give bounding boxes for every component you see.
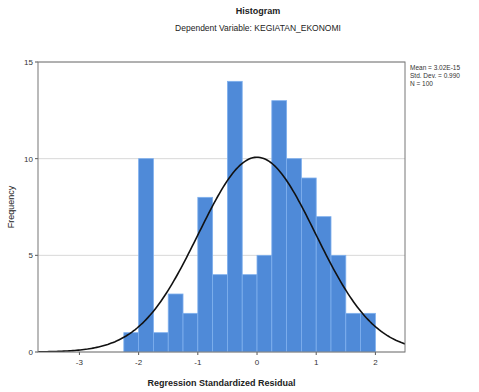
histogram-bar [316,217,331,352]
grid-line [38,255,405,256]
x-tick-label: 1 [314,358,319,367]
grid-line [38,158,405,159]
histogram-bar [242,275,257,352]
x-tick-label: -1 [194,358,202,367]
histogram-bar [287,159,302,352]
y-tick-label: 5 [29,251,34,260]
y-tick-label: 10 [24,155,33,164]
x-tick-label: 0 [255,358,260,367]
histogram-bar [168,294,183,352]
histogram-bar [301,178,316,352]
histogram-bar [257,255,272,352]
chart-subtitle: Dependent Variable: KEGIATAN_EKONOMI [175,23,341,33]
plot-area [38,62,405,352]
x-tick-label: -2 [135,358,143,367]
histogram-bar [139,159,154,352]
stats-label: Std. Dev. = 0.990 [410,72,460,79]
plot-marks [38,81,405,352]
chart-title: Histogram [236,6,281,16]
histogram-bar [272,101,287,352]
y-tick-label: 0 [29,348,34,357]
y-axis-label: Frequency [6,185,16,228]
x-axis-label: Regression Standardized Residual [147,378,295,388]
chart-svg: 0 5 10 15 -3 -2 -1 0 1 2 Histogram Dependent Variab… [0,0,479,392]
histogram-bar [213,275,228,352]
histogram-bar [346,313,361,352]
chart-container: 0 5 10 15 -3 -2 -1 0 1 2 Histogram Dependent Variab… [0,0,479,392]
histogram-bar [183,313,198,352]
plot-frame [38,62,405,352]
stats-label: N = 100 [410,80,433,87]
stats-label: Mean = 3.02E-15 [410,64,460,71]
histogram-bar [227,81,242,352]
x-tick-label: -3 [76,358,84,367]
x-tick-label: 2 [373,358,378,367]
y-tick-label: 15 [24,58,33,67]
normal-curve [38,157,405,352]
histogram-bar [153,333,168,352]
